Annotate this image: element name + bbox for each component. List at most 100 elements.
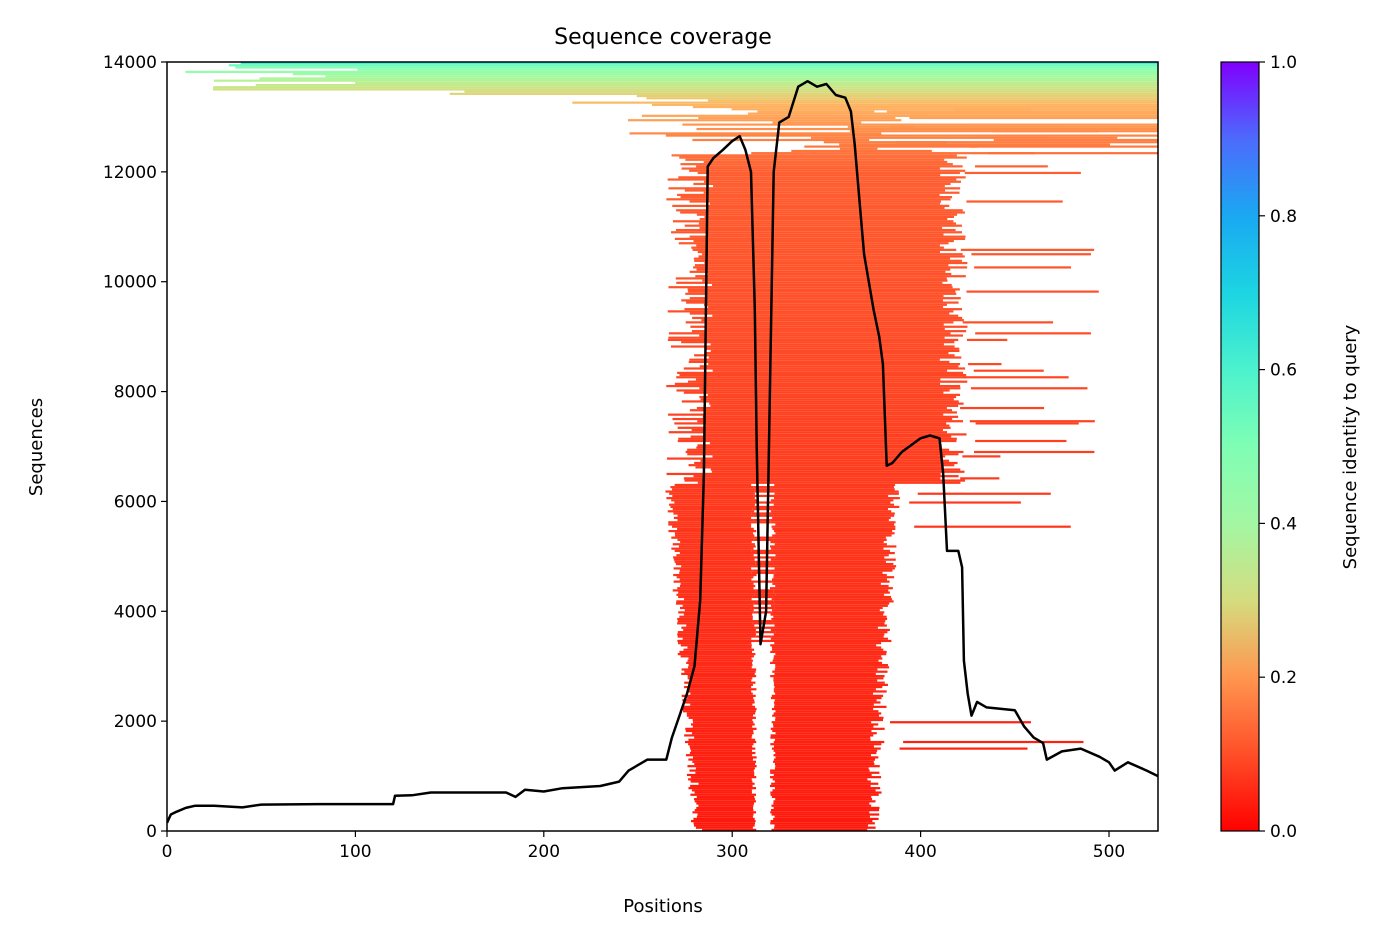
coverage-row-segment — [668, 431, 948, 434]
coverage-row-segment — [702, 279, 948, 282]
coverage-row-segment — [683, 613, 753, 616]
coverage-row-segment — [849, 130, 1099, 133]
coverage-row-segment — [692, 760, 757, 763]
coverage-row-segment — [773, 806, 880, 810]
coverage-row-segment — [688, 657, 752, 660]
coverage-row-segment — [636, 94, 1158, 98]
coverage-row-segment — [694, 791, 752, 794]
coverage-row-segment — [672, 220, 954, 223]
x-tick-label: 100 — [339, 842, 371, 862]
coverage-row-segment — [677, 439, 957, 443]
coverage-row-segment — [773, 688, 876, 691]
coverage-row-segment — [704, 294, 944, 298]
coverage-row-segment — [770, 560, 886, 563]
coverage-row-segment — [731, 108, 1031, 111]
coverage-row-segment — [769, 784, 871, 788]
coverage-row-segment — [681, 694, 756, 697]
coverage-row-segment — [673, 567, 752, 570]
coverage-heatmap — [185, 62, 1158, 831]
coverage-row-segment — [683, 628, 756, 632]
coverage-row-segment — [755, 631, 776, 634]
coverage-row-segment — [695, 378, 941, 381]
coverage-row-segment — [772, 582, 881, 585]
coverage-row-segment — [698, 804, 754, 807]
coverage-row-segment — [675, 277, 947, 280]
coverage-row-segment — [674, 549, 752, 552]
coverage-row-segment — [692, 718, 753, 722]
coverage-row-segment — [756, 521, 771, 524]
coverage-row-segment — [667, 310, 954, 313]
coverage-row-segment — [678, 242, 949, 245]
y-tick-label: 8000 — [114, 383, 157, 403]
coverage-row-segment — [773, 712, 882, 715]
coverage-row-segment — [775, 718, 883, 722]
coverage-row-segment — [689, 200, 942, 203]
coverage-row-segment — [960, 248, 1095, 251]
coverage-row-segment — [698, 222, 956, 225]
coverage-row-segment — [692, 811, 757, 814]
coverage-row-segment — [774, 556, 885, 559]
coverage-row-segment — [674, 483, 752, 487]
coverage-row-segment — [974, 134, 1158, 137]
x-tick-label: 300 — [716, 842, 748, 862]
coverage-row-segment — [684, 685, 752, 689]
coverage-row-segment — [771, 580, 890, 583]
coverage-row-segment — [689, 769, 754, 772]
coverage-row-segment — [773, 615, 887, 618]
coverage-row-segment — [770, 613, 884, 616]
coverage-row-segment — [694, 264, 949, 267]
coverage-row-segment — [688, 758, 753, 761]
coverage-row-segment — [962, 123, 1158, 126]
coverage-row-segment — [771, 635, 884, 638]
coverage-row-segment — [962, 455, 1001, 458]
y-tick-label: 12000 — [103, 163, 157, 183]
coverage-row-segment — [694, 259, 962, 262]
coverage-row-segment — [711, 283, 952, 287]
colorbar — [1220, 61, 1260, 832]
coverage-row-segment — [700, 398, 954, 401]
coverage-row-segment — [773, 679, 878, 682]
coverage-row-segment — [791, 149, 932, 153]
coverage-row-segment — [774, 826, 876, 829]
coverage-row-segment — [683, 391, 944, 394]
coverage-row-segment — [773, 723, 879, 726]
coverage-row-segment — [675, 534, 755, 537]
coverage-row-segment — [771, 578, 887, 581]
coverage-row-segment — [890, 125, 1158, 128]
coverage-row-segment — [770, 736, 871, 739]
coverage-row-segment — [775, 756, 879, 759]
coverage-row-segment — [688, 360, 950, 364]
coverage-row-segment — [673, 558, 755, 561]
coverage-row-segment — [690, 435, 952, 438]
coverage-row-segment — [771, 525, 896, 528]
coverage-row-segment — [710, 343, 944, 346]
coverage-row-segment — [677, 633, 756, 636]
coverage-row-segment — [769, 488, 895, 491]
y-tick-label: 10000 — [103, 273, 157, 293]
coverage-row-segment — [703, 191, 960, 194]
coverage-row-segment — [694, 798, 755, 801]
coverage-row-segment — [771, 795, 872, 799]
coverage-row-segment — [708, 356, 962, 359]
coverage-row-segment — [685, 727, 757, 730]
coverage-row-segment — [235, 66, 1158, 69]
coverage-row-segment — [771, 646, 882, 649]
coverage-row-segment — [773, 576, 895, 579]
coverage-row-segment — [773, 758, 876, 761]
coverage-row-segment — [690, 325, 968, 328]
coverage-row-segment — [686, 714, 754, 717]
coverage-row-segment — [693, 721, 754, 724]
coverage-row-segment — [751, 580, 772, 583]
coverage-row-segment — [673, 580, 752, 583]
coverage-row-segment — [752, 508, 773, 511]
coverage-row-segment — [685, 292, 957, 295]
coverage-row-segment — [687, 659, 753, 662]
coverage-row-segment — [687, 696, 754, 700]
coverage-row-segment — [666, 198, 951, 201]
coverage-row-segment — [966, 338, 1008, 342]
coverage-row-segment — [974, 266, 1072, 269]
coverage-row-segment — [691, 428, 944, 432]
coverage-row-segment — [695, 826, 753, 829]
coverage-row-segment — [677, 639, 756, 643]
coverage-row-segment — [774, 642, 882, 645]
